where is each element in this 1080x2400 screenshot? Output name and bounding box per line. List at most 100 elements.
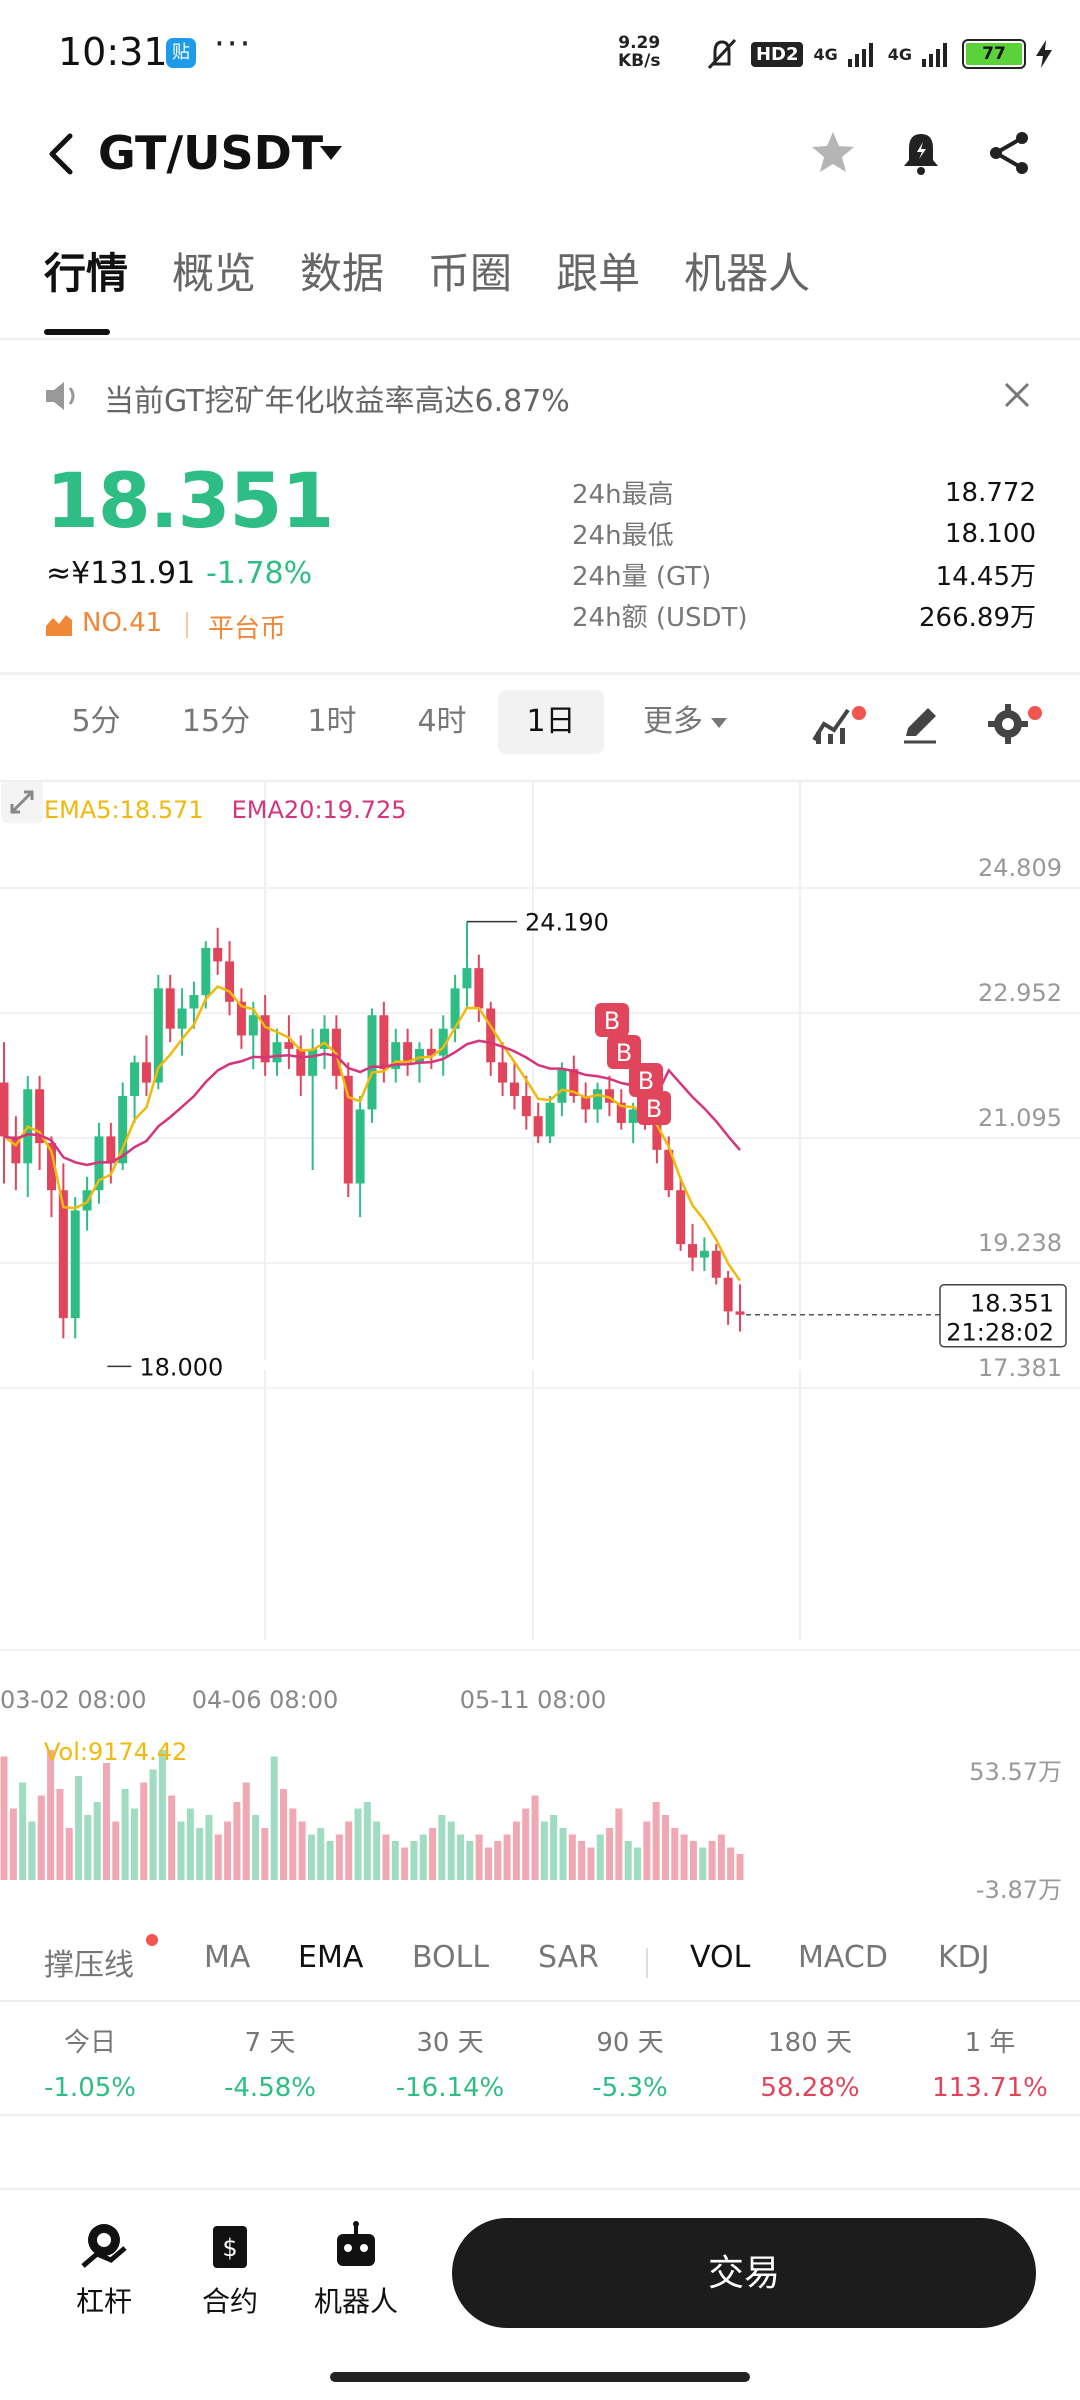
mute-icon: [707, 38, 737, 70]
indicator-macd[interactable]: MACD: [798, 1940, 888, 1975]
gear-icon[interactable]: [984, 700, 1032, 748]
performance-label: 30 天: [416, 2028, 484, 2058]
expand-icon[interactable]: [0, 780, 44, 824]
tab-bot[interactable]: 机器人: [684, 249, 811, 298]
notification-dot: [1028, 706, 1042, 720]
star-icon[interactable]: [808, 128, 858, 178]
chevron-down-icon[interactable]: [320, 146, 342, 162]
tab-copy-trade[interactable]: 跟单: [556, 249, 641, 298]
tab-data[interactable]: 数据: [300, 249, 385, 298]
buy-marker-label: B: [616, 1039, 632, 1067]
volume-bar: [65, 1828, 73, 1880]
candle-body: [296, 1048, 306, 1076]
volume-bar: [419, 1834, 427, 1880]
performance-label: 1 年: [964, 2028, 1016, 2058]
volume-bar: [475, 1834, 483, 1880]
price-axis-label: 21.095: [978, 1104, 1062, 1132]
announcement-text[interactable]: 当前GT挖矿年化收益率高达6.87%: [104, 384, 570, 419]
network-speed-value: 9.29: [618, 33, 661, 53]
candle-body: [628, 1109, 638, 1123]
interval-divider: [0, 780, 1080, 782]
buy-marker-label: B: [638, 1067, 654, 1095]
volume-axis-max: 53.57万: [969, 1758, 1062, 1786]
bell-icon[interactable]: [896, 128, 946, 178]
price-axis-label: 24.809: [978, 854, 1062, 882]
candle-body: [735, 1311, 745, 1315]
buy-marker: [629, 1063, 663, 1097]
indicator-tabs: 撑压线 MA EMA BOLL SAR VOL MACD KDJ: [0, 1926, 1080, 2006]
volume-bar: [643, 1821, 651, 1880]
pair-title[interactable]: GT/USDT: [98, 126, 324, 180]
price-axis-label: 19.238: [978, 1229, 1062, 1257]
indicator-support-resistance[interactable]: 撑压线: [44, 1948, 134, 1983]
indicator-kdj[interactable]: KDJ: [938, 1940, 990, 1975]
active-tab-indicator: [44, 329, 110, 335]
market-tabs: 行情 概览 数据 币圈 跟单 机器人: [0, 240, 1080, 340]
ema-legend: EMA5:18.571 EMA20:19.725: [44, 796, 407, 824]
interval-4h[interactable]: 4时: [417, 704, 467, 739]
back-icon[interactable]: [44, 132, 80, 176]
volume-bar: [736, 1854, 744, 1880]
tab-market[interactable]: 行情: [44, 249, 129, 298]
interval-5m[interactable]: 5分: [71, 704, 121, 739]
interval-15m[interactable]: 15分: [181, 704, 251, 739]
buy-marker-label: B: [646, 1095, 662, 1123]
indicator-ma[interactable]: MA: [204, 1940, 251, 1975]
notification-dot: [146, 1934, 158, 1946]
indicator-sar[interactable]: SAR: [538, 1940, 599, 1975]
tab-community[interactable]: 币圈: [428, 249, 513, 298]
buy-marker: [637, 1091, 671, 1125]
indicator-chart-icon[interactable]: [808, 700, 856, 748]
announcement-bar[interactable]: 当前GT挖矿年化收益率高达6.87%: [0, 360, 1080, 432]
nav-leverage[interactable]: 杠杆: [54, 2220, 154, 2320]
price-chart[interactable]: 24.809 22.952 21.095 19.238 17.381 24.190 18.0…: [0, 780, 1080, 1900]
volume-bar: [37, 1795, 45, 1880]
candlestick-chart[interactable]: 24.809 22.952 21.095 19.238 17.381 24.190 18.0…: [0, 780, 1080, 1900]
candle-body: [248, 1015, 258, 1036]
volume-bar: [652, 1802, 660, 1880]
volume-bar: [112, 1821, 120, 1880]
volume-bar: [708, 1841, 716, 1880]
volume-bar: [634, 1847, 642, 1880]
performance-item: 今日 -1.05%: [0, 2016, 180, 2116]
stat-row: 24h最高 18.772: [572, 472, 1036, 513]
close-icon[interactable]: [1000, 378, 1034, 412]
indicator-vol[interactable]: VOL: [690, 1940, 751, 1975]
nav-bot[interactable]: 机器人: [306, 2220, 406, 2320]
volume-bar: [559, 1828, 567, 1880]
svg-text:$: $: [222, 2234, 237, 2262]
performance-label: 今日: [63, 2028, 116, 2058]
coin-category[interactable]: 平台币: [208, 614, 287, 644]
volume-bar: [466, 1841, 474, 1880]
volume-bar: [75, 1776, 83, 1880]
interval-1d[interactable]: 1日: [498, 690, 604, 754]
indicator-ema[interactable]: EMA: [298, 1940, 364, 1975]
stat-label: 24h最高: [572, 480, 674, 510]
volume-bar: [47, 1750, 55, 1880]
volume-bar: [9, 1808, 17, 1880]
nav-contract[interactable]: $ 合约: [180, 2220, 280, 2320]
home-indicator[interactable]: [330, 2372, 750, 2382]
rank-separator: [186, 612, 188, 638]
volume-bar: [699, 1847, 707, 1880]
volume-bar: [689, 1841, 697, 1880]
candle-body: [593, 1089, 603, 1110]
last-price-value: 18.351: [970, 1290, 1054, 1318]
volume-bar: [484, 1847, 492, 1880]
indicator-divider: [0, 2000, 1080, 2002]
trade-button[interactable]: 交易: [452, 2218, 1036, 2328]
volume-bar: [186, 1808, 194, 1880]
nav-contract-label: 合约: [201, 2285, 258, 2318]
price-axis-label: 17.381: [978, 1354, 1062, 1382]
share-icon[interactable]: [984, 128, 1034, 178]
pencil-icon[interactable]: [896, 700, 944, 748]
candle-body: [130, 1062, 140, 1097]
market-rank[interactable]: NO.41: [82, 608, 163, 638]
stat-label: 24h最低: [572, 521, 674, 551]
interval-1h[interactable]: 1时: [307, 704, 357, 739]
volume-bar: [345, 1821, 353, 1880]
volume-bar: [587, 1847, 595, 1880]
tab-overview[interactable]: 概览: [172, 249, 257, 298]
interval-more[interactable]: 更多: [620, 690, 750, 754]
indicator-boll[interactable]: BOLL: [412, 1940, 490, 1975]
